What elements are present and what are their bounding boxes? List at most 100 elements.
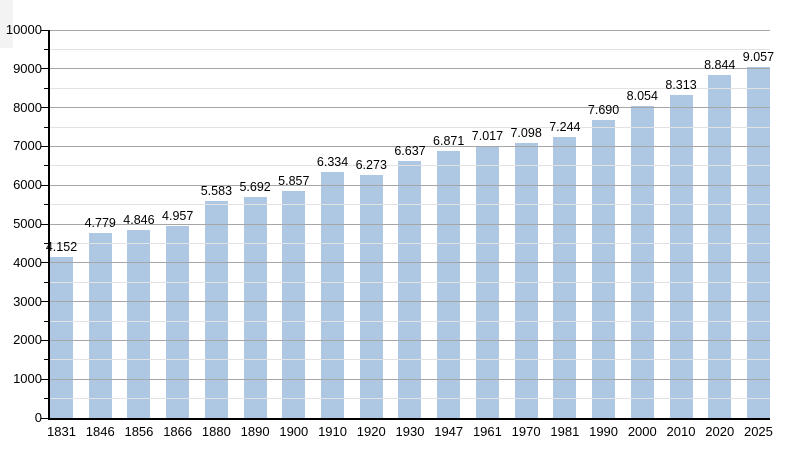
- y-axis-label: 7000: [13, 138, 42, 154]
- x-axis-cell: 1866: [163, 424, 193, 440]
- y-axis-tick-minor: [44, 398, 48, 400]
- x-axis-label: 1866: [163, 424, 193, 439]
- y-axis-tick-major: [41, 378, 48, 380]
- y-axis-tick-major: [41, 184, 48, 186]
- x-axis-label: 1910: [318, 424, 347, 439]
- y-axis-tick-major: [41, 339, 48, 341]
- bar-2025: 9.057: [743, 50, 774, 418]
- x-axis-cell: 2020: [705, 424, 734, 440]
- bar-value-label: 6.637: [394, 143, 426, 158]
- bar-value-label: 4.957: [162, 208, 194, 223]
- bar-value-label: 5.857: [278, 173, 310, 188]
- bar-1900: 5.857: [278, 174, 309, 418]
- x-axis-label: 1930: [395, 424, 425, 439]
- y-axis-tick-minor: [44, 281, 48, 283]
- x-axis-label: 1920: [356, 424, 386, 439]
- bar-1910: 6.334: [317, 155, 348, 418]
- bar-1890: 5.692: [239, 180, 271, 418]
- y-axis-tick-minor: [44, 320, 48, 322]
- bar-value-label: 5.583: [200, 184, 233, 199]
- y-axis-tick-major: [41, 68, 48, 70]
- x-axis-labels: 1831 1846 1856 1866 1880 1890 1900 1910 1920 1930…: [47, 424, 773, 440]
- bar-1970: 7.098: [510, 126, 542, 418]
- bar-value-label: 5.692: [239, 180, 271, 195]
- bar-value-label: 8.313: [665, 78, 697, 93]
- bar-1880: 5.583: [201, 184, 232, 418]
- bar-value-label: 6.334: [316, 155, 349, 170]
- bar-value-label: 7.098: [510, 125, 542, 140]
- x-axis-cell: 1930: [396, 424, 425, 440]
- bar-value-label: 7.017: [471, 128, 504, 143]
- bar-value-label: 6.871: [433, 134, 465, 149]
- bar-value-label: 9.057: [742, 49, 775, 64]
- x-axis-label: 1856: [124, 424, 154, 439]
- x-axis-cell: 2025: [743, 424, 773, 440]
- y-axis-label: 5000: [13, 216, 42, 231]
- x-axis-label: 1970: [511, 424, 541, 439]
- y-axis-tick-minor: [44, 87, 48, 89]
- y-axis-tick-minor: [44, 165, 48, 167]
- y-axis-tick-major: [41, 145, 48, 147]
- y-axis-label: 3000: [13, 293, 42, 309]
- x-axis-label: 1900: [279, 424, 309, 439]
- x-axis-cell: 2000: [627, 424, 657, 440]
- x-axis-label: 2000: [627, 424, 657, 439]
- y-axis-tick-minor: [44, 204, 48, 206]
- x-axis-label: 1831: [47, 424, 76, 439]
- x-axis-label: 1947: [434, 424, 464, 439]
- x-axis-cell: 1910: [318, 424, 347, 440]
- bars-layer: 4.152 4.779 4.846 4.957 5.583 5.692 5.857 6.334…: [46, 30, 774, 418]
- x-axis-cell: 1947: [434, 424, 464, 440]
- bar-value-label: 7.244: [549, 119, 581, 134]
- bar-1947: 6.871: [433, 134, 464, 418]
- x-axis-label: 1846: [85, 424, 115, 439]
- x-axis-label: 1990: [589, 424, 619, 439]
- x-axis-cell: 1880: [201, 424, 231, 440]
- y-axis-tick-minor: [44, 359, 48, 361]
- x-axis-label: 1880: [201, 424, 231, 439]
- bar-1866: 4.957: [162, 209, 193, 418]
- y-axis-label: 10000: [5, 22, 42, 37]
- y-axis-label: 6000: [13, 177, 42, 193]
- x-axis-label: 2025: [743, 424, 773, 439]
- y-axis-label: 4000: [13, 254, 42, 270]
- bar-value-label: 8.844: [704, 57, 736, 72]
- bar-value-label: 8.054: [626, 88, 658, 103]
- bar-2010: 8.313: [665, 78, 697, 418]
- x-axis-label: 1961: [472, 424, 502, 439]
- x-axis-cell: 1981: [550, 424, 579, 440]
- y-axis-tick-major: [41, 223, 48, 225]
- x-axis-cell: 1846: [85, 424, 115, 440]
- y-axis-tick-major: [41, 29, 48, 31]
- bar-2020: 8.844: [704, 58, 735, 418]
- x-axis-cell: 1990: [589, 424, 619, 440]
- plot-area: 4.152 4.779 4.846 4.957 5.583 5.692 5.857 6.334…: [41, 29, 774, 420]
- y-axis-label: 1000: [13, 371, 42, 387]
- x-axis-cell: 1890: [240, 424, 270, 440]
- bar-value-label: 7.690: [587, 102, 620, 117]
- x-axis-cell: 1831: [47, 424, 76, 440]
- bar-2000: 8.054: [627, 89, 658, 418]
- bar-value-label: 4.779: [84, 215, 116, 230]
- bar-value-label: 6.273: [355, 157, 387, 172]
- x-axis-label: 1890: [240, 424, 270, 439]
- bar-1856: 4.846: [123, 213, 155, 418]
- y-axis-tick-minor: [44, 126, 48, 128]
- bar-1920: 6.273: [356, 158, 387, 418]
- bar-1831: 4.152: [46, 240, 77, 418]
- bar-1981: 7.244: [549, 120, 580, 418]
- y-axis-label: 9000: [13, 60, 42, 76]
- y-axis-tick-major: [41, 417, 48, 419]
- x-axis-cell: 1961: [472, 424, 502, 440]
- x-axis-cell: 1856: [124, 424, 154, 440]
- bar-1846: 4.779: [85, 216, 116, 418]
- bar-1961: 7.017: [472, 129, 503, 418]
- bar-1930: 6.637: [394, 144, 426, 418]
- bar-1990: 7.690: [588, 103, 619, 418]
- bar-value-label: 4.846: [123, 212, 155, 227]
- y-axis-tick-major: [41, 301, 48, 303]
- y-axis-tick-minor: [44, 48, 48, 50]
- y-axis-tick-major: [41, 107, 48, 109]
- bar-value-label: 4.152: [45, 239, 78, 254]
